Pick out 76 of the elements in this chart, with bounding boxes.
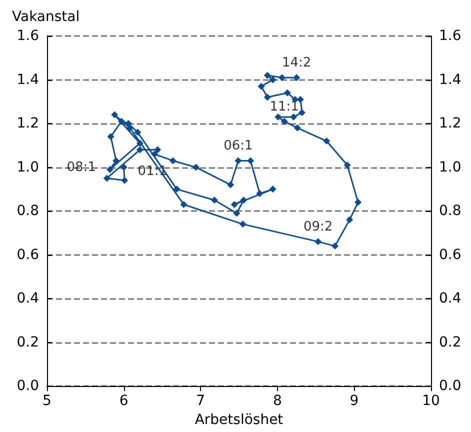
y2-tick-label: 1.6 bbox=[439, 28, 462, 44]
y-tick-label: 1.2 bbox=[16, 116, 39, 132]
point bbox=[298, 109, 306, 116]
point bbox=[111, 111, 118, 118]
point bbox=[278, 74, 286, 82]
y-tick-label: 0.0 bbox=[16, 378, 39, 394]
point bbox=[280, 118, 288, 125]
x-tick-label: 6 bbox=[119, 393, 128, 410]
point bbox=[354, 198, 362, 206]
point bbox=[290, 113, 298, 120]
point bbox=[256, 190, 264, 198]
x-tick-label: 5 bbox=[42, 393, 52, 410]
y-axis-title: Vakanstal bbox=[12, 9, 80, 25]
point bbox=[136, 140, 144, 147]
point bbox=[192, 164, 200, 171]
y2-tick-label: 0.2 bbox=[439, 334, 462, 350]
annotation: 09:2 bbox=[304, 220, 333, 235]
point bbox=[136, 146, 144, 154]
y-tick-label: 1.0 bbox=[16, 159, 39, 176]
y-tick-label: 0.2 bbox=[16, 334, 39, 350]
point bbox=[264, 94, 271, 101]
point bbox=[293, 74, 300, 82]
point bbox=[247, 157, 254, 164]
point bbox=[323, 138, 330, 145]
point bbox=[180, 200, 188, 208]
point bbox=[314, 238, 322, 246]
point bbox=[332, 242, 338, 250]
point bbox=[107, 133, 114, 140]
point bbox=[233, 210, 240, 217]
annotation: 11:1 bbox=[270, 99, 299, 114]
point bbox=[169, 157, 176, 164]
y2-tick-label: 0.4 bbox=[439, 290, 462, 307]
y2-tick-label: 1.2 bbox=[439, 116, 462, 132]
x-tick-label: 7 bbox=[196, 393, 206, 410]
point bbox=[230, 200, 238, 208]
x-tick-label: 9 bbox=[350, 393, 359, 410]
y-tick-label: 1.4 bbox=[16, 72, 40, 88]
y2-tick-label: 0.8 bbox=[439, 203, 462, 220]
y2-tick-label: 1.4 bbox=[439, 72, 462, 88]
x-tick-label: 10 bbox=[422, 393, 440, 410]
point bbox=[284, 89, 291, 96]
point bbox=[151, 150, 158, 158]
point bbox=[296, 96, 304, 103]
point bbox=[264, 72, 271, 79]
point bbox=[269, 186, 276, 193]
point bbox=[118, 118, 125, 125]
point bbox=[269, 76, 276, 84]
point bbox=[173, 186, 180, 193]
point bbox=[134, 128, 142, 136]
y-tick-label: 1.6 bbox=[16, 28, 40, 44]
point bbox=[106, 166, 114, 173]
annotation: 06:1 bbox=[224, 138, 253, 154]
point bbox=[234, 157, 242, 164]
y2-tick-label: 0.6 bbox=[439, 246, 462, 263]
y-tick-label: 0.4 bbox=[16, 290, 40, 307]
point bbox=[258, 82, 265, 90]
point bbox=[112, 157, 120, 164]
point bbox=[103, 174, 110, 182]
point bbox=[227, 181, 234, 188]
point bbox=[294, 124, 301, 132]
point bbox=[344, 162, 351, 169]
point bbox=[120, 164, 128, 171]
point bbox=[121, 176, 128, 184]
point bbox=[240, 196, 248, 204]
point bbox=[210, 196, 218, 204]
annotation: 14:2 bbox=[282, 56, 312, 71]
x-tick-label: 8 bbox=[272, 393, 282, 410]
x-axis-title: Arbetslöshet bbox=[194, 412, 284, 428]
y-tick-label: 0.8 bbox=[16, 203, 39, 220]
y2-tick-label: 0.0 bbox=[439, 378, 462, 394]
point bbox=[346, 216, 354, 224]
point bbox=[274, 113, 282, 120]
point bbox=[154, 146, 162, 154]
y2-tick-label: 1.0 bbox=[439, 159, 462, 176]
point bbox=[239, 220, 246, 228]
y-tick-label: 0.6 bbox=[16, 246, 40, 263]
